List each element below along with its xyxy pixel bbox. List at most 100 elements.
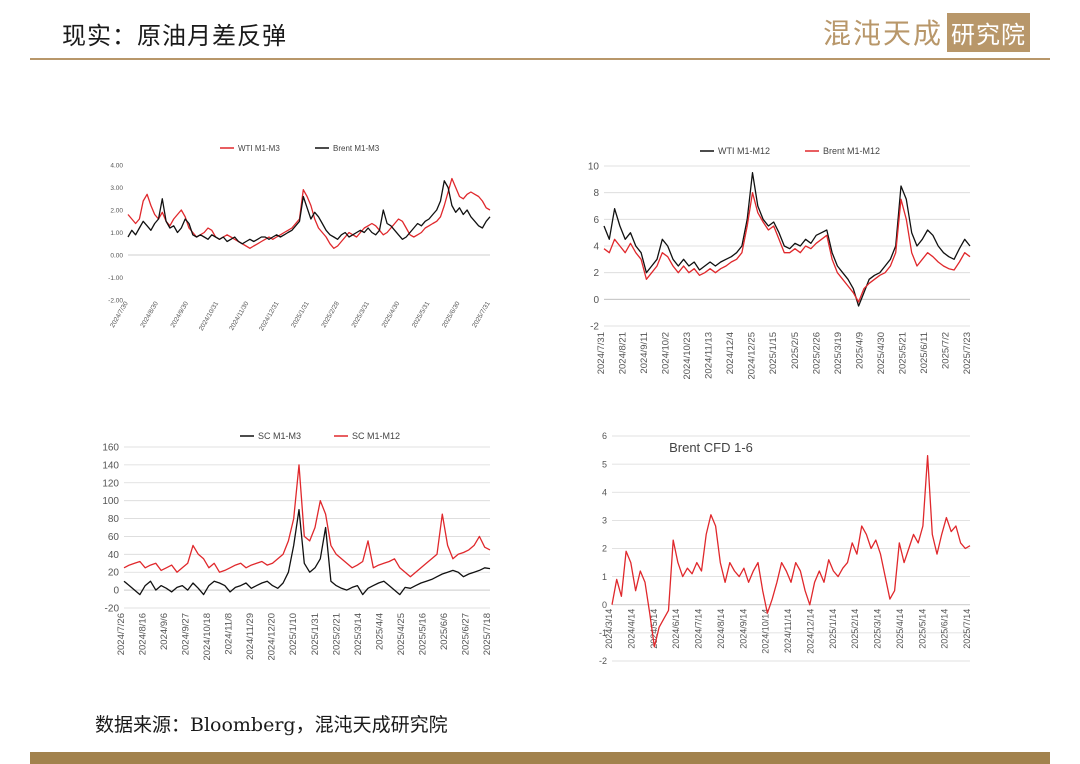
x-tick-label: 2025/5/14 bbox=[917, 609, 927, 649]
y-tick-label: 0 bbox=[593, 295, 599, 306]
y-tick-label: 1 bbox=[602, 572, 607, 582]
y-tick-label: 20 bbox=[108, 568, 120, 579]
y-tick-label: 160 bbox=[102, 443, 119, 454]
y-tick-label: 1.00 bbox=[110, 230, 123, 237]
y-tick-label: -1 bbox=[599, 628, 607, 638]
x-tick-label: 2024/12/25 bbox=[747, 332, 758, 380]
y-tick-label: -2 bbox=[590, 322, 599, 333]
y-tick-label: 40 bbox=[108, 550, 120, 561]
x-tick-label: 2024/7/31 bbox=[596, 332, 607, 374]
x-tick-label: 2025/7/14 bbox=[962, 609, 972, 649]
x-tick-label: 2025/1/14 bbox=[828, 609, 838, 649]
header-divider bbox=[30, 58, 1050, 60]
series-line bbox=[603, 192, 971, 303]
x-tick-label: 2025/4/30 bbox=[381, 300, 402, 329]
y-tick-label: 0 bbox=[113, 586, 119, 597]
y-tick-label: -2.00 bbox=[108, 297, 123, 304]
x-tick-label: 2024/10/23 bbox=[682, 332, 693, 380]
x-tick-label: 2025/3/14 bbox=[873, 609, 883, 649]
y-tick-label: 8 bbox=[593, 188, 599, 199]
y-tick-label: 6 bbox=[602, 431, 607, 441]
logo-box: 研究院 bbox=[947, 12, 1030, 52]
x-tick-label: 2025/2/5 bbox=[790, 332, 801, 369]
data-source: 数据来源：Bloomberg，混沌天成研究院 bbox=[95, 714, 448, 736]
y-tick-label: 3 bbox=[602, 516, 607, 526]
x-tick-label: 2025/7/2 bbox=[940, 332, 951, 369]
legend-label: SC M1-M12 bbox=[352, 431, 400, 441]
y-tick-label: 5 bbox=[602, 459, 607, 469]
y-tick-label: 10 bbox=[588, 162, 600, 173]
x-tick-label: 2025/5/21 bbox=[897, 332, 908, 374]
x-tick-label: 2025/7/31 bbox=[471, 300, 492, 329]
legend-label: Brent M1-M12 bbox=[823, 146, 880, 156]
series-line bbox=[127, 177, 491, 249]
x-tick-label: 2024/9/30 bbox=[170, 300, 191, 329]
x-tick-label: 2024/12/20 bbox=[267, 613, 278, 661]
legend-label: WTI M1-M12 bbox=[718, 146, 770, 156]
x-tick-label: 2025/7/18 bbox=[482, 613, 493, 655]
x-tick-label: 2025/3/14 bbox=[353, 613, 364, 655]
x-tick-label: 2024/11/13 bbox=[704, 332, 715, 379]
y-tick-label: 4 bbox=[593, 242, 599, 253]
chart-title: Brent CFD 1-6 bbox=[669, 440, 753, 455]
x-tick-label: 2024/7/14 bbox=[694, 609, 704, 649]
series-line bbox=[603, 172, 971, 307]
x-tick-label: 2025/7/23 bbox=[962, 332, 973, 374]
x-tick-label: 2025/4/4 bbox=[374, 613, 385, 650]
y-tick-label: -2 bbox=[599, 656, 607, 666]
x-tick-label: 2025/6/27 bbox=[460, 613, 471, 655]
x-tick-label: 2025/3/31 bbox=[351, 300, 372, 329]
legend-label: WTI M1-M3 bbox=[238, 144, 280, 153]
y-tick-label: 4 bbox=[602, 487, 607, 497]
x-tick-label: 2025/6/30 bbox=[441, 300, 462, 329]
x-tick-label: 2024/12/31 bbox=[258, 300, 281, 332]
series-line bbox=[127, 180, 491, 245]
y-tick-label: 4.00 bbox=[110, 162, 123, 169]
y-tick-label: 60 bbox=[108, 532, 120, 543]
x-tick-label: 2024/8/16 bbox=[138, 613, 149, 655]
x-tick-label: 2024/11/8 bbox=[224, 613, 235, 655]
legend-label: SC M1-M3 bbox=[258, 431, 301, 441]
x-tick-label: 2024/8/21 bbox=[618, 332, 629, 374]
x-tick-label: 2025/2/26 bbox=[811, 332, 822, 374]
y-tick-label: 2 bbox=[602, 544, 607, 554]
x-tick-label: 2025/2/28 bbox=[320, 300, 341, 329]
x-tick-label: 2024/11/29 bbox=[245, 613, 256, 660]
brand-logo: 混沌天成 研究院 bbox=[823, 12, 1030, 52]
x-tick-label: 2024/9/11 bbox=[639, 332, 650, 374]
y-tick-label: -1.00 bbox=[108, 275, 123, 282]
y-tick-label: 2 bbox=[593, 268, 599, 279]
footer-bar bbox=[30, 752, 1050, 764]
x-tick-label: 2025/6/6 bbox=[439, 613, 450, 650]
x-tick-label: 2024/12/14 bbox=[805, 609, 815, 654]
x-tick-label: 2025/5/16 bbox=[417, 613, 428, 655]
y-tick-label: 100 bbox=[102, 496, 119, 507]
x-tick-label: 2025/6/14 bbox=[940, 609, 950, 649]
x-tick-label: 2025/4/9 bbox=[854, 332, 865, 369]
series-line bbox=[123, 464, 491, 578]
x-tick-label: 2025/4/30 bbox=[876, 332, 887, 374]
x-tick-label: 2024/7/30 bbox=[109, 300, 130, 329]
x-tick-label: 2024/3/14 bbox=[604, 609, 614, 649]
x-tick-label: 2024/11/30 bbox=[228, 300, 250, 332]
x-tick-label: 2024/9/14 bbox=[738, 609, 748, 649]
x-tick-label: 2024/6/14 bbox=[671, 609, 681, 649]
y-tick-label: 80 bbox=[108, 514, 120, 525]
x-tick-label: 2025/1/31 bbox=[290, 300, 311, 329]
y-tick-label: 0.00 bbox=[110, 252, 123, 259]
logo-text: 混沌天成 bbox=[822, 17, 943, 50]
x-tick-label: 2024/9/27 bbox=[181, 613, 192, 655]
x-tick-label: 2025/2/21 bbox=[331, 613, 342, 655]
page-title: 现实：原油月差反弹 bbox=[62, 22, 287, 50]
x-tick-label: 2025/2/14 bbox=[850, 609, 860, 649]
x-tick-label: 2025/1/15 bbox=[768, 332, 779, 374]
x-tick-label: 2024/9/6 bbox=[159, 613, 170, 650]
x-tick-label: 2025/4/14 bbox=[895, 609, 905, 649]
x-tick-label: 2024/10/18 bbox=[202, 613, 213, 661]
y-tick-label: 3.00 bbox=[110, 185, 123, 192]
x-tick-label: 2025/5/31 bbox=[411, 300, 432, 329]
series-line bbox=[123, 508, 491, 596]
y-tick-label: 6 bbox=[593, 215, 599, 226]
